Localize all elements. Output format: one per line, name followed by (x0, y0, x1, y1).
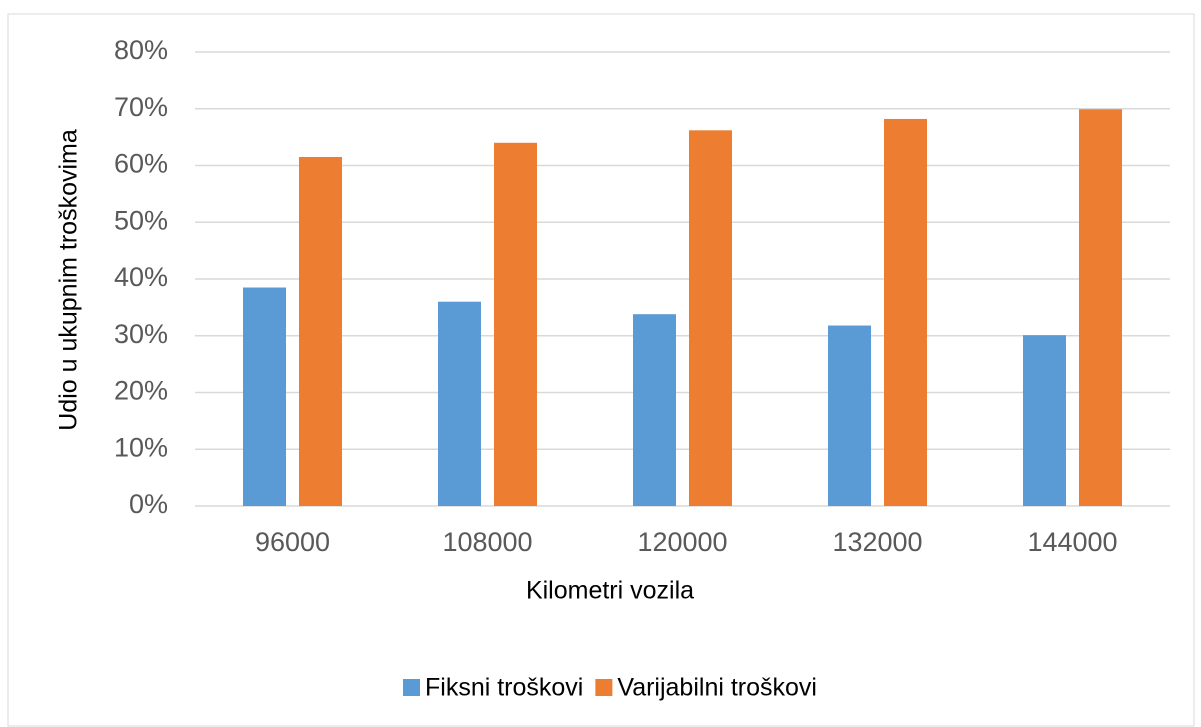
y-tick-label: 60% (114, 149, 168, 179)
y-tick-label: 20% (114, 376, 168, 406)
y-tick-label: 50% (114, 205, 168, 235)
x-tick-label: 120000 (637, 527, 727, 557)
x-axis-title: Kilometri vozila (526, 577, 694, 605)
bar (1023, 335, 1066, 506)
chart-border (7, 13, 1195, 727)
legend-swatch (403, 679, 420, 696)
bar (689, 130, 732, 506)
y-tick-label: 70% (114, 92, 168, 122)
y-tick-label: 10% (114, 432, 168, 462)
y-axis-title: Udio u ukupnim troškovima (55, 129, 83, 431)
x-tick-label: 144000 (1027, 527, 1117, 557)
y-tick-label: 40% (114, 262, 168, 292)
bar (884, 118, 927, 506)
x-tick-label: 108000 (442, 527, 532, 557)
bar (299, 156, 342, 507)
y-tick-label: 80% (114, 35, 168, 65)
bar (828, 325, 871, 506)
legend-label: Varijabilni troškovi (617, 674, 817, 702)
legend-label: Fiksni troškovi (425, 674, 583, 702)
bar (633, 314, 676, 506)
bar (494, 142, 537, 507)
x-tick-label: 96000 (255, 527, 330, 557)
legend-swatch (595, 679, 613, 696)
bar (243, 287, 286, 506)
x-tick-label: 132000 (832, 527, 922, 557)
bar (438, 301, 481, 506)
y-tick-label: 0% (129, 489, 168, 519)
y-tick-label: 30% (114, 319, 168, 349)
bar (1079, 109, 1122, 506)
